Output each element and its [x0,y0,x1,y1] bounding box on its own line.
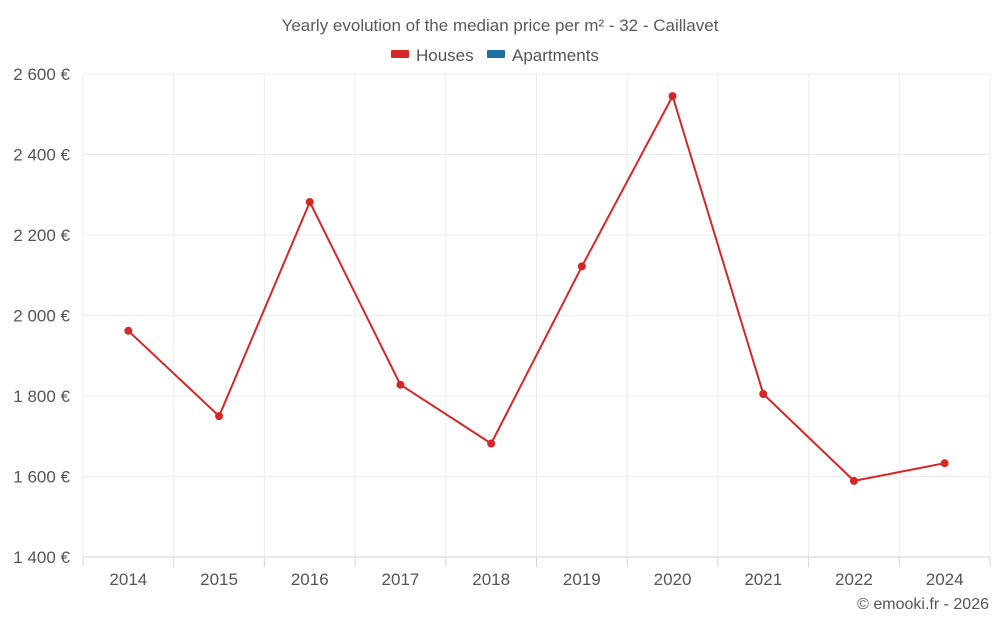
x-tick-label: 2024 [926,570,964,589]
legend-label-apartments: Apartments [512,46,599,65]
x-tick-label: 2014 [109,570,147,589]
data-point-houses-2015[interactable] [215,412,224,421]
legend-item-houses[interactable]: Houses [391,46,474,65]
x-tick-label: 2018 [472,570,510,589]
y-tick-label: 1 400 € [13,548,70,567]
y-tick-label: 1 600 € [13,468,70,487]
legend-label-houses: Houses [416,46,474,65]
y-tick-label: 2 600 € [13,65,70,84]
data-point-houses-2016[interactable] [305,197,314,206]
x-axis-ticks: 2014 2015 2016 2017 2018 2019 2020 2021 2022 2024 [82,557,991,589]
y-tick-label: 1 800 € [13,387,70,406]
data-point-houses-2021[interactable] [759,389,768,398]
y-tick-label: 2 000 € [13,307,70,326]
data-point-houses-2018[interactable] [487,439,496,448]
y-tick-label: 2 200 € [13,226,70,245]
x-tick-label: 2022 [835,570,873,589]
series-layer [124,92,949,485]
data-point-houses-2014[interactable] [124,326,133,335]
data-point-houses-2022[interactable] [849,476,858,485]
x-tick-label: 2019 [563,570,601,589]
data-point-houses-2024[interactable] [940,459,949,468]
series-line-houses [127,95,945,482]
x-tick-label: 2021 [744,570,782,589]
credit-text: © emooki.fr - 2026 [857,596,989,613]
grid [82,73,991,558]
legend-item-apartments[interactable]: Apartments [487,46,599,65]
x-tick-label: 2020 [654,570,692,589]
chart-title: Yearly evolution of the median price per… [282,16,719,35]
y-axis-ticks: 1 400 € 1 600 € 1 800 € 2 000 € 2 200 € 2 400… [13,65,70,567]
legend: Houses Apartments [391,46,599,65]
data-point-houses-2017[interactable] [396,380,405,389]
x-tick-label: 2015 [200,570,238,589]
legend-swatch-apartments [487,50,505,58]
data-point-houses-2019[interactable] [577,262,586,271]
x-tick-label: 2016 [291,570,329,589]
y-tick-label: 2 400 € [13,146,70,165]
legend-swatch-houses [391,50,409,58]
data-point-houses-2020[interactable] [668,92,677,101]
x-tick-label: 2017 [382,570,420,589]
